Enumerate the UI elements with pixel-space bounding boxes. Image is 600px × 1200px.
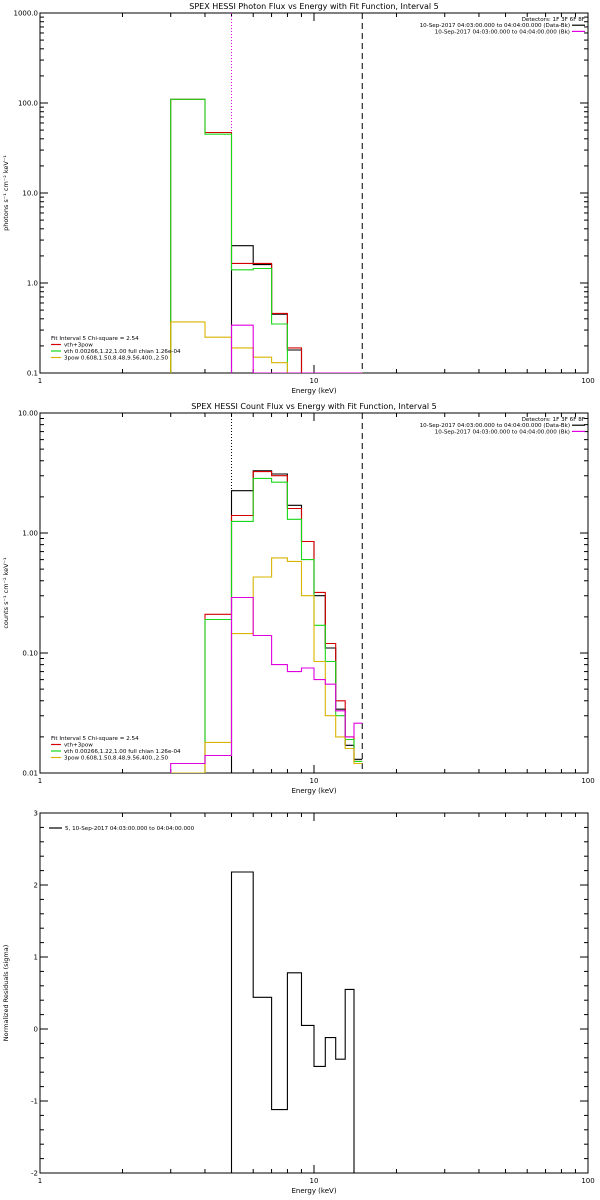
series-green-line (204, 477, 363, 773)
legend-entry: 5, 10-Sep-2017 04:03:00.000 to 04:04:00.… (65, 826, 195, 832)
y-axis-label: Normalized Residuals (sigma) (2, 945, 10, 1042)
chart-panel-3: 1 10 100 Energy (keV) -2 -1 0 1 2 3 Normalized Res… (2, 810, 595, 1196)
legend-fit-entry: 3pow 0.608,1.50,8.48,9.56,400.,2.50 (64, 756, 169, 762)
x-tick-label: 100 (581, 1177, 594, 1185)
y-tick-label: 10.0 (22, 190, 38, 198)
x-tick-label: 100 (581, 777, 594, 785)
y-tick-label: 0.1 (27, 370, 38, 378)
y-tick-label: 2 (34, 882, 38, 890)
series-green-line (170, 98, 363, 373)
y-tick-label: 1.00 (22, 530, 38, 538)
plot-frame (39, 12, 589, 374)
y-axis-label: counts s⁻¹ cm⁻² keV⁻¹ (2, 557, 10, 629)
legend-top-entry: 10-Sep-2017 04:03:00.000 to 04:04:00.000… (420, 23, 570, 29)
series-group (170, 470, 363, 773)
x-tick-label: 1 (38, 377, 42, 385)
y-tick-label: 0.01 (22, 770, 38, 778)
chart-panel-1: SPEX HESSI Photon Flux vs Energy with Fi… (2, 2, 595, 395)
series-yellow-line (170, 557, 363, 773)
y-tick-label: 0 (34, 1026, 38, 1034)
y-tick-label: 3 (34, 810, 38, 818)
legend-fit-entry: vth 0.00266,1.22,1.00 full chian 1.26e-0… (64, 749, 181, 755)
legend-top-header: Detectors: 1F 3F 6F 8F (522, 417, 585, 423)
y-tick-label: -2 (31, 1170, 38, 1178)
series-black-line (230, 245, 363, 373)
series-yellow-line (170, 321, 363, 373)
legend-top-entry: 10-Sep-2017 04:03:00.000 to 04:04:00.000… (435, 29, 570, 35)
chart-panel-2: SPEX HESSI Count Flux vs Energy with Fit… (2, 402, 595, 795)
legend-fit-header: Fit Interval 5 Chi-square = 2.54 (51, 736, 139, 742)
x-axis-label: Energy (keV) (291, 787, 336, 795)
series-group (170, 98, 363, 373)
legend-fit-entry: vth+3pow (64, 343, 93, 349)
x-tick-label: 10 (310, 377, 319, 385)
series-black-line (230, 470, 363, 773)
y-tick-label: 1 (34, 954, 38, 962)
plot-frame (39, 812, 589, 1174)
series-group (230, 871, 355, 1173)
y-axis-label: photons s⁻¹ cm⁻² keV⁻¹ (2, 155, 10, 231)
legend-fit-entry: 3pow 0.608,1.50,8.48,9.56,400.,2.50 (64, 356, 169, 362)
y-tick-label: 0.10 (22, 650, 38, 658)
chart-title: SPEX HESSI Photon Flux vs Energy with Fi… (189, 2, 439, 11)
series-black-line (230, 871, 355, 1173)
series-magenta-line (230, 324, 363, 373)
chart-title: SPEX HESSI Count Flux vs Energy with Fit… (191, 402, 436, 411)
y-tick-label: 10.00 (18, 410, 38, 418)
y-tick-label: 1000.0 (14, 10, 39, 18)
series-red-line (170, 98, 363, 373)
x-tick-label: 1 (38, 777, 42, 785)
legend-top-entry: 10-Sep-2017 04:03:00.000 to 04:04:00.000… (420, 423, 570, 429)
legend-fit-entry: vth+3pow (64, 743, 93, 749)
legend-top-entry: 10-Sep-2017 04:03:00.000 to 04:04:00.000… (435, 429, 570, 435)
x-tick-label: 100 (581, 377, 594, 385)
x-axis-label: Energy (keV) (291, 387, 336, 395)
x-tick-label: 10 (310, 1177, 319, 1185)
x-axis-label: Energy (keV) (291, 1187, 336, 1195)
y-tick-label: -1 (31, 1098, 38, 1106)
legend-top-header: Detectors: 1F 3F 6F 8F (522, 17, 585, 23)
legend-fit-header: Fit Interval 5 Chi-square = 2.54 (51, 336, 139, 342)
x-tick-label: 10 (310, 777, 319, 785)
x-tick-label: 1 (38, 1177, 42, 1185)
y-tick-label: 100.0 (18, 100, 38, 108)
series-magenta-line (170, 596, 363, 773)
legend-fit-entry: vth 0.00266,1.22,1.00 full chian 1.26e-0… (64, 349, 181, 355)
series-red-line (204, 471, 363, 773)
y-tick-label: 1.0 (27, 280, 38, 288)
